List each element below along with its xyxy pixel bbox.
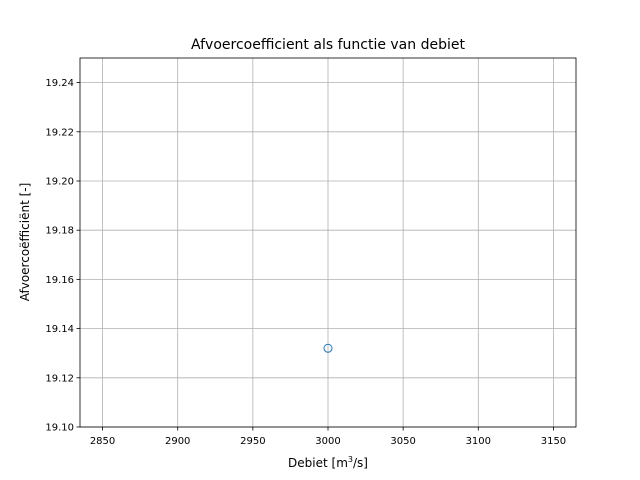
x-axis-label: Debiet [m3/s]: [288, 455, 368, 470]
y-tick-label: 19.22: [45, 127, 74, 138]
plot-frame: [79, 57, 577, 428]
y-tick-label: 19.14: [45, 324, 74, 335]
x-tick-label: 2900: [165, 436, 190, 447]
y-tick-label: 19.10: [45, 423, 74, 434]
x-tick-label: 3050: [390, 436, 415, 447]
x-tick-label: 3000: [315, 436, 340, 447]
x-tick-label: 2850: [90, 436, 115, 447]
grid-layer: [80, 58, 576, 428]
point-layer: [323, 343, 333, 353]
y-tick-label: 19.18: [45, 226, 74, 237]
x-tick-label: 2950: [240, 436, 265, 447]
x-tick-label: 3100: [466, 436, 491, 447]
y-tick-label: 19.20: [45, 177, 74, 188]
y-axis-label: Afvoercoëfficiënt [-]: [18, 183, 32, 302]
y-tick-label: 19.24: [45, 78, 74, 89]
y-tick-label: 19.12: [45, 373, 74, 384]
tick-layer: 2850 2900 2950 3000 3050 3100 3150 19.10 19.12 19…: [45, 78, 566, 447]
y-tick-label: 19.16: [45, 275, 74, 286]
chart-title: Afvoercoefficient als functie van debiet: [191, 37, 465, 53]
x-tick-label: 3150: [541, 436, 566, 447]
data-point: [323, 343, 333, 353]
